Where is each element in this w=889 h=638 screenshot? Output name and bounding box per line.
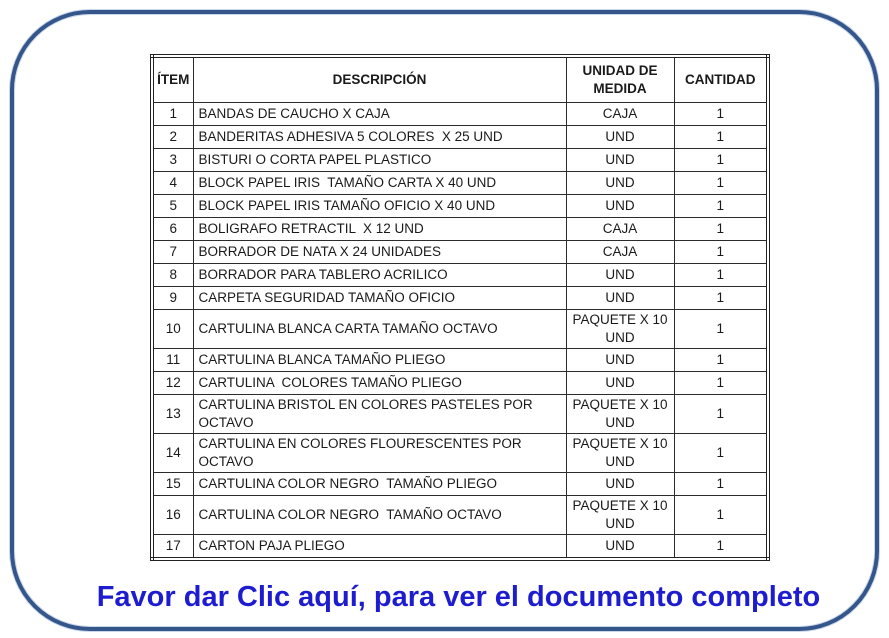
cell-descripcion: BISTURI O CORTA PAPEL PLASTICO (192, 148, 567, 172)
table-row: 4 BLOCK PAPEL IRIS TAMAÑO CARTA X 40 UND… (151, 171, 769, 195)
cell-item: 4 (151, 171, 194, 195)
cell-descripcion: BANDERITAS ADHESIVA 5 COLORES X 25 UND (192, 125, 567, 149)
cell-unidad: UND (565, 348, 675, 372)
cell-item: 2 (151, 125, 194, 149)
cell-descripcion: CARPETA SEGURIDAD TAMAÑO OFICIO (192, 286, 567, 310)
cell-cantidad: 1 (673, 309, 769, 349)
cell-cantidad: 1 (673, 433, 769, 473)
cell-cantidad: 1 (673, 102, 769, 126)
cell-item: 3 (151, 148, 194, 172)
table-row: 11 CARTULINA BLANCA TAMAÑO PLIEGO UND 1 (151, 348, 769, 372)
cell-unidad: UND (565, 194, 675, 218)
table-body: 1 BANDAS DE CAUCHO X CAJA CAJA 1 2 BANDE… (151, 102, 769, 560)
cell-item: 17 (151, 534, 194, 560)
cell-cantidad: 1 (673, 217, 769, 241)
cell-unidad: UND (565, 171, 675, 195)
table-row: 5 BLOCK PAPEL IRIS TAMAÑO OFICIO X 40 UN… (151, 194, 769, 218)
rounded-border-frame: ÍTEM DESCRIPCIÓN UNIDAD DE MEDIDA CANTID… (10, 10, 879, 631)
cell-cantidad: 1 (673, 194, 769, 218)
table-row: 14 CARTULINA EN COLORES FLOURESCENTES PO… (151, 433, 769, 473)
cell-descripcion: BOLIGRAFO RETRACTIL X 12 UND (192, 217, 567, 241)
col-header-cantidad: CANTIDAD (673, 55, 769, 103)
cell-descripcion: BANDAS DE CAUCHO X CAJA (192, 102, 567, 126)
col-header-item: ÍTEM (151, 55, 194, 103)
cell-unidad: UND (565, 534, 675, 560)
table-row: 6 BOLIGRAFO RETRACTIL X 12 UND CAJA 1 (151, 217, 769, 241)
cell-unidad: PAQUETE X 10 UND (565, 433, 675, 473)
cell-item: 6 (151, 217, 194, 241)
cell-unidad: UND (565, 286, 675, 310)
cell-unidad: UND (565, 148, 675, 172)
cell-cantidad: 1 (673, 286, 769, 310)
table-header: ÍTEM DESCRIPCIÓN UNIDAD DE MEDIDA CANTID… (151, 55, 769, 103)
cell-unidad: UND (565, 371, 675, 395)
cell-item: 8 (151, 263, 194, 287)
cell-descripcion: BLOCK PAPEL IRIS TAMAÑO CARTA X 40 UND (192, 171, 567, 195)
table-row: 2 BANDERITAS ADHESIVA 5 COLORES X 25 UND… (151, 125, 769, 149)
cell-unidad: CAJA (565, 240, 675, 264)
cell-descripcion: CARTULINA COLOR NEGRO TAMAÑO PLIEGO (192, 472, 567, 496)
col-header-descripcion: DESCRIPCIÓN (192, 55, 567, 103)
cell-item: 14 (151, 433, 194, 473)
cell-cantidad: 1 (673, 371, 769, 395)
table-row: 3 BISTURI O CORTA PAPEL PLASTICO UND 1 (151, 148, 769, 172)
table-row: 9 CARPETA SEGURIDAD TAMAÑO OFICIO UND 1 (151, 286, 769, 310)
cell-item: 16 (151, 495, 194, 535)
cell-item: 7 (151, 240, 194, 264)
cell-unidad: CAJA (565, 102, 675, 126)
cell-cantidad: 1 (673, 534, 769, 560)
cell-cantidad: 1 (673, 263, 769, 287)
cell-unidad: UND (565, 263, 675, 287)
cell-cantidad: 1 (673, 495, 769, 535)
cell-descripcion: CARTULINA BRISTOL EN COLORES PASTELES PO… (192, 394, 567, 434)
cell-item: 12 (151, 371, 194, 395)
table-row: 1 BANDAS DE CAUCHO X CAJA CAJA 1 (151, 102, 769, 126)
table-row: 10 CARTULINA BLANCA CARTA TAMAÑO OCTAVO … (151, 309, 769, 349)
cell-item: 15 (151, 472, 194, 496)
cell-descripcion: CARTULINA BLANCA CARTA TAMAÑO OCTAVO (192, 309, 567, 349)
cell-cantidad: 1 (673, 472, 769, 496)
cell-descripcion: BORRADOR PARA TABLERO ACRILICO (192, 263, 567, 287)
table-row: 13 CARTULINA BRISTOL EN COLORES PASTELES… (151, 394, 769, 434)
cell-unidad: PAQUETE X 10 UND (565, 495, 675, 535)
col-header-unidad: UNIDAD DE MEDIDA (565, 55, 675, 103)
cell-descripcion: CARTON PAJA PLIEGO (192, 534, 567, 560)
cell-unidad: UND (565, 472, 675, 496)
supplies-table: ÍTEM DESCRIPCIÓN UNIDAD DE MEDIDA CANTID… (150, 54, 770, 561)
cell-item: 9 (151, 286, 194, 310)
cell-descripcion: BORRADOR DE NATA X 24 UNIDADES (192, 240, 567, 264)
cell-descripcion: CARTULINA EN COLORES FLOURESCENTES POR O… (192, 433, 567, 473)
table-row: 17 CARTON PAJA PLIEGO UND 1 (151, 534, 769, 560)
cell-unidad: UND (565, 125, 675, 149)
cell-item: 13 (151, 394, 194, 434)
cell-item: 11 (151, 348, 194, 372)
cell-cantidad: 1 (673, 125, 769, 149)
cell-cantidad: 1 (673, 171, 769, 195)
cell-unidad: CAJA (565, 217, 675, 241)
table-row: 16 CARTULINA COLOR NEGRO TAMAÑO OCTAVO P… (151, 495, 769, 535)
cell-item: 10 (151, 309, 194, 349)
cell-item: 1 (151, 102, 194, 126)
cell-cantidad: 1 (673, 148, 769, 172)
cell-descripcion: CARTULINA BLANCA TAMAÑO PLIEGO (192, 348, 567, 372)
table-header-row: ÍTEM DESCRIPCIÓN UNIDAD DE MEDIDA CANTID… (151, 55, 769, 103)
cell-descripcion: BLOCK PAPEL IRIS TAMAÑO OFICIO X 40 UND (192, 194, 567, 218)
table-row: 15 CARTULINA COLOR NEGRO TAMAÑO PLIEGO U… (151, 472, 769, 496)
cell-item: 5 (151, 194, 194, 218)
cell-unidad: PAQUETE X 10 UND (565, 394, 675, 434)
cell-cantidad: 1 (673, 394, 769, 434)
cell-cantidad: 1 (673, 348, 769, 372)
cell-unidad: PAQUETE X 10 UND (565, 309, 675, 349)
table-row: 12 CARTULINA COLORES TAMAÑO PLIEGO UND 1 (151, 371, 769, 395)
cell-cantidad: 1 (673, 240, 769, 264)
table-row: 7 BORRADOR DE NATA X 24 UNIDADES CAJA 1 (151, 240, 769, 264)
view-full-document-link[interactable]: Favor dar Clic aquí, para ver el documen… (96, 581, 821, 613)
table-row: 8 BORRADOR PARA TABLERO ACRILICO UND 1 (151, 263, 769, 287)
cell-descripcion: CARTULINA COLORES TAMAÑO PLIEGO (192, 371, 567, 395)
cell-descripcion: CARTULINA COLOR NEGRO TAMAÑO OCTAVO (192, 495, 567, 535)
